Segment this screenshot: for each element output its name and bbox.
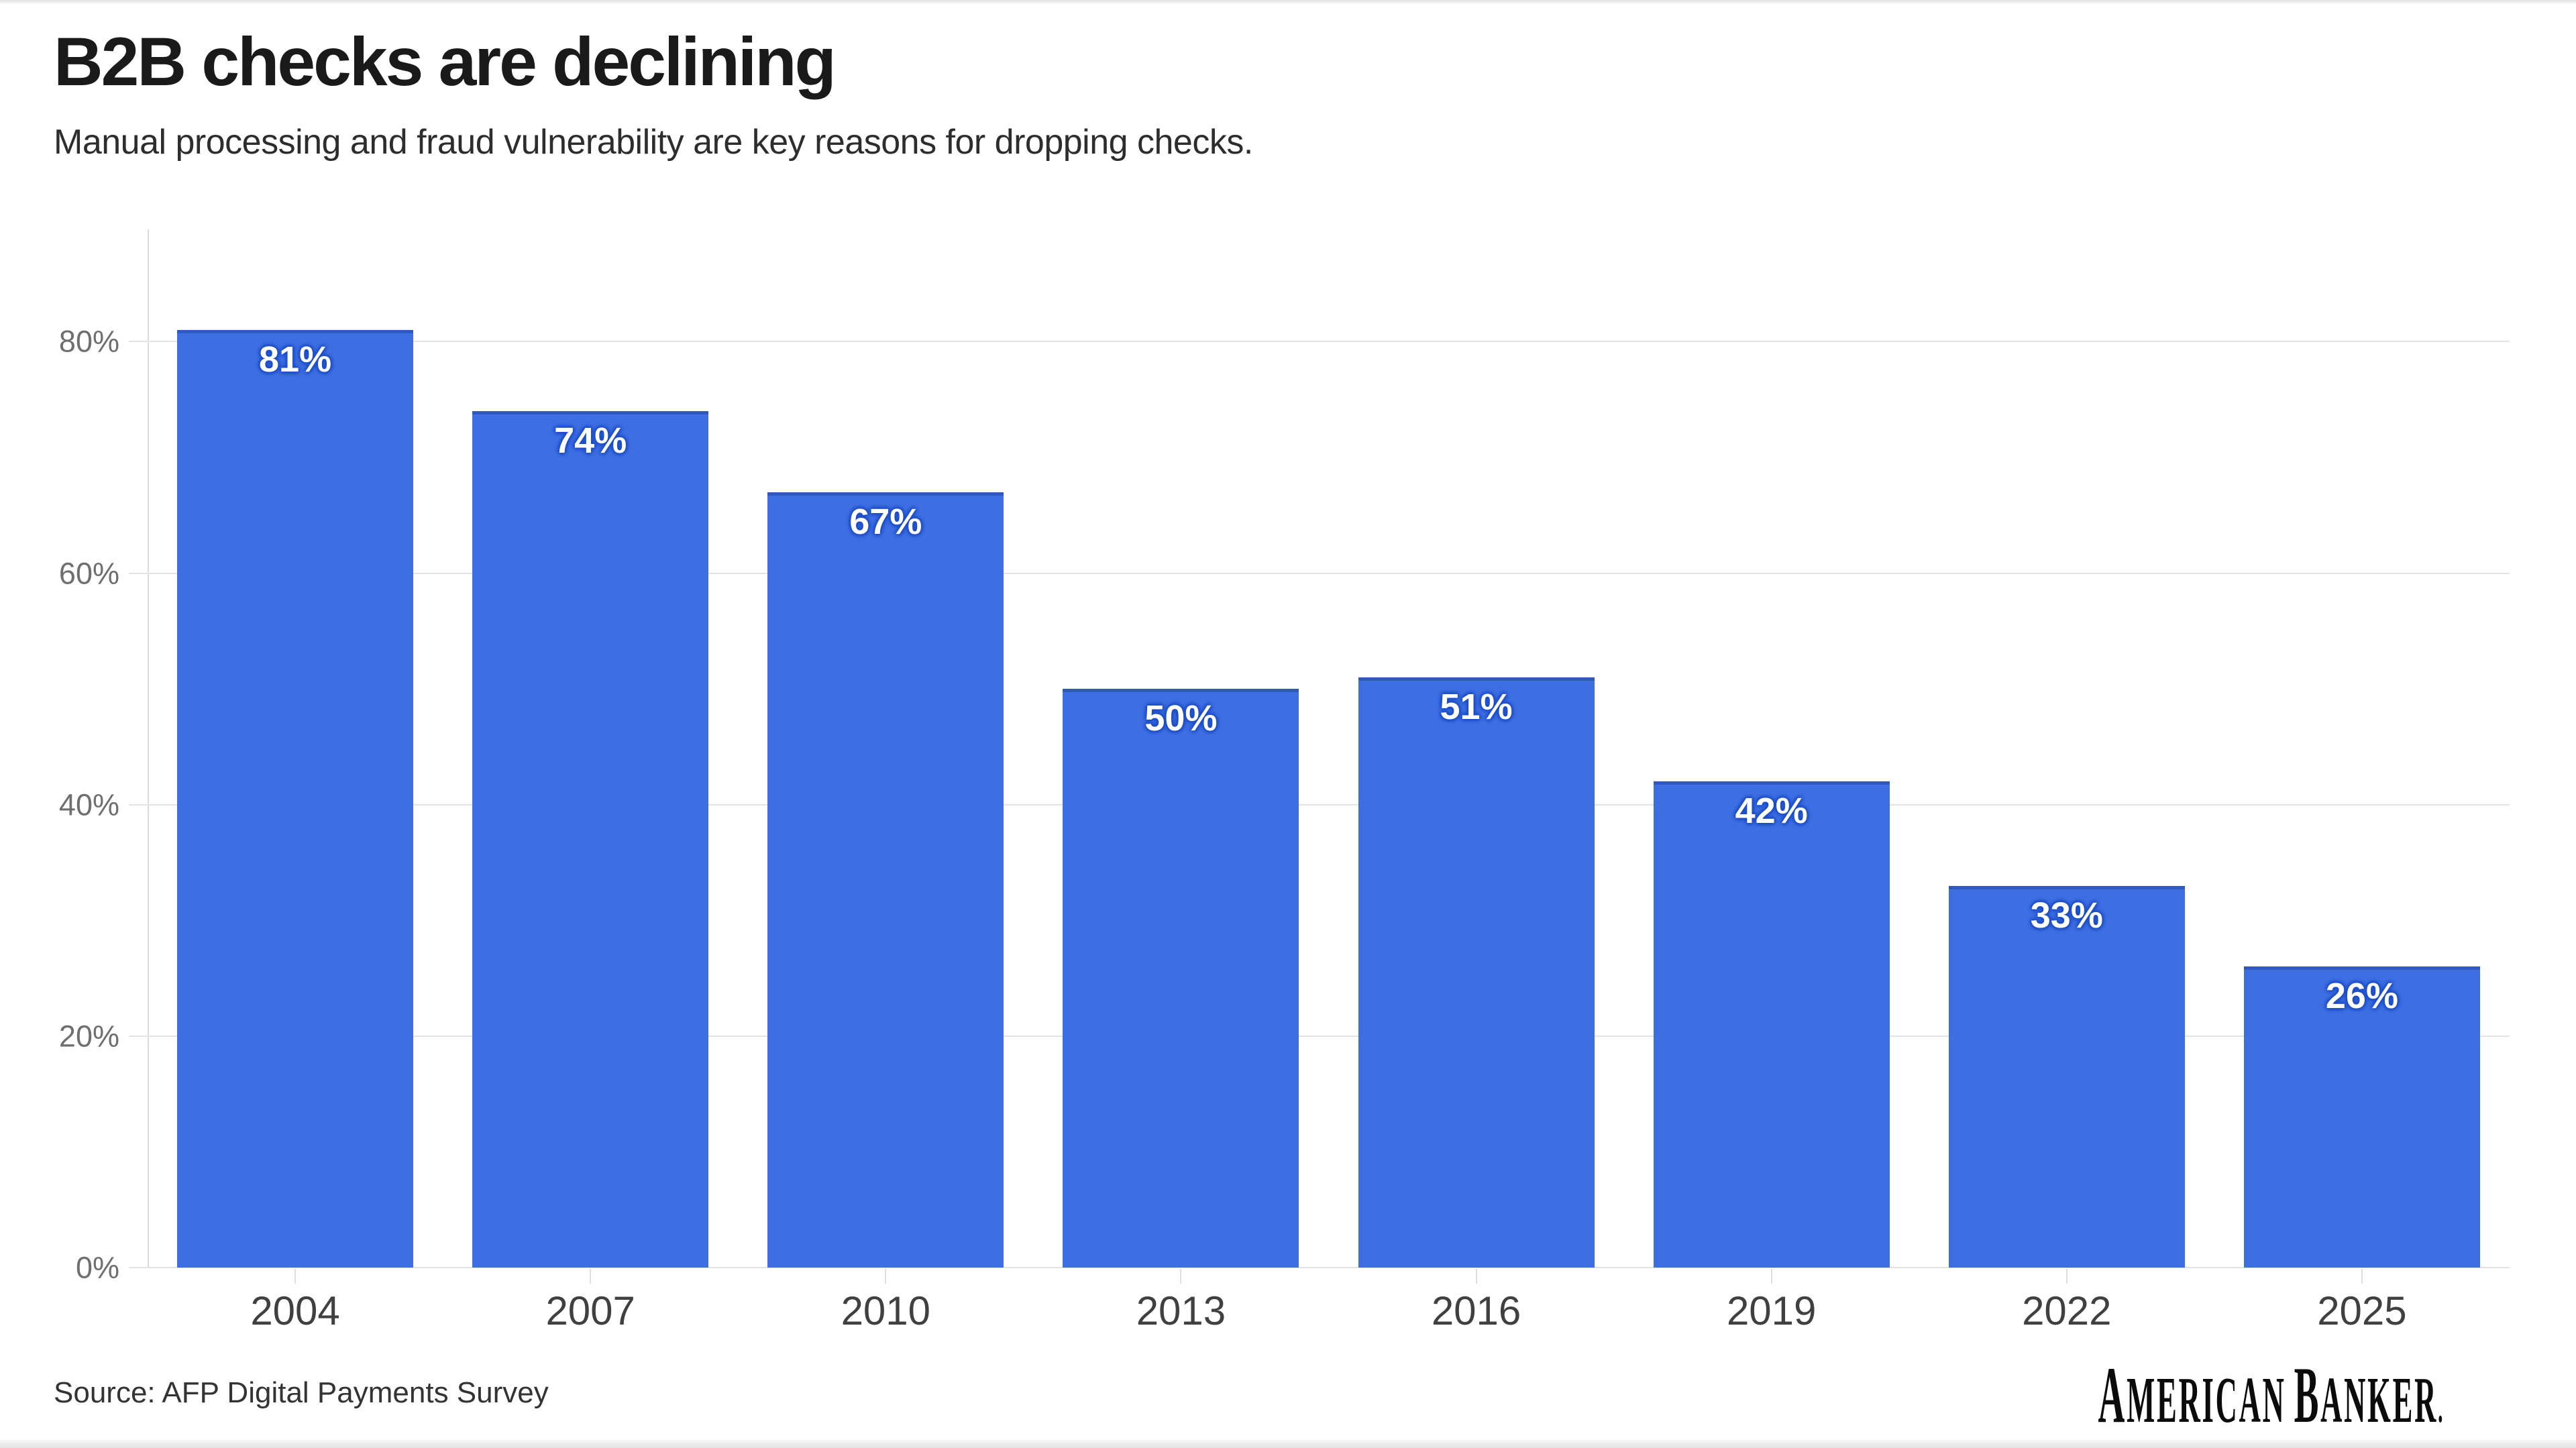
- bar-value-label: 51%: [1440, 686, 1513, 727]
- y-axis-line: [148, 229, 149, 1268]
- bar-value-label: 26%: [2325, 976, 2398, 1017]
- gridline-80%: [129, 341, 2510, 343]
- y-tick-label: 20%: [58, 1019, 119, 1054]
- bar-slot-2004: 81%: [148, 229, 443, 1284]
- bar-slot-2007: 74%: [443, 229, 738, 1284]
- x-tick-label: 2019: [1726, 1288, 1817, 1333]
- gridline-40%: [129, 803, 2510, 805]
- x-tick-label: 2013: [1136, 1288, 1226, 1333]
- logo-word1-initial: A: [2098, 1350, 2127, 1439]
- bar-2025: 26%: [2243, 966, 2480, 1268]
- logo-word1-rest: MERICAN: [2126, 1364, 2286, 1436]
- bar-slot-2013: 50%: [1033, 229, 1328, 1284]
- bar-value-label: 81%: [259, 339, 332, 380]
- top-border: [0, 0, 2576, 4]
- x-tick-label: 2007: [545, 1288, 635, 1333]
- x-axis-tick: [2065, 1269, 2068, 1284]
- bar-2019: 42%: [1653, 781, 1890, 1268]
- bottom-border: [0, 1440, 2576, 1448]
- bar-slot-2019: 42%: [1624, 229, 1919, 1284]
- source-note: Source: AFP Digital Payments Survey: [54, 1376, 549, 1409]
- gridline-60%: [129, 572, 2510, 574]
- bar-value-label: 42%: [1735, 791, 1808, 832]
- x-axis-tick: [294, 1269, 297, 1284]
- bar-2010: 67%: [767, 492, 1004, 1268]
- bar-slot-2022: 33%: [1919, 229, 2214, 1284]
- logo-word2-initial: B: [2294, 1350, 2320, 1439]
- chart-subtitle: Manual processing and fraud vulnerabilit…: [54, 123, 1253, 162]
- bar-slot-2016: 51%: [1329, 229, 1624, 1284]
- x-axis-labels: 2004 2007 2010 2013 2016 2019 2022 2025: [148, 1288, 2510, 1334]
- bar-2022: 33%: [1948, 885, 2185, 1268]
- y-tick-label: 0%: [75, 1250, 119, 1285]
- bar-2004: 81%: [177, 330, 414, 1268]
- bar-value-label: 50%: [1144, 698, 1218, 739]
- x-tick-label: 2004: [250, 1288, 340, 1333]
- bar-2016: 51%: [1358, 677, 1595, 1268]
- x-tick-label: 2022: [2022, 1288, 2112, 1333]
- bars-row: 81% 74% 67% 50% 51% 42% 33% 26%: [148, 229, 2510, 1284]
- bar-slot-2025: 26%: [2214, 229, 2510, 1284]
- bar-value-label: 74%: [554, 420, 627, 461]
- plot-area: 0% 20% 40% 60% 80% 81% 74% 67% 50% 51% 42% 33% 26% …: [59, 229, 2510, 1333]
- logo-word2-rest: ANKER: [2320, 1364, 2438, 1436]
- x-axis-tick: [590, 1269, 592, 1284]
- x-tick-label: 2010: [841, 1288, 931, 1333]
- x-axis-tick: [1475, 1269, 1477, 1284]
- x-axis-tick: [885, 1269, 887, 1284]
- bar-2013: 50%: [1063, 689, 1299, 1268]
- gridline-0%: [129, 1267, 2510, 1268]
- x-axis-tick: [1180, 1269, 1182, 1284]
- x-axis-tick: [2361, 1269, 2363, 1284]
- y-tick-label: 60%: [58, 556, 119, 591]
- y-tick-label: 40%: [58, 787, 119, 822]
- bar-value-label: 67%: [849, 501, 922, 542]
- gridline-20%: [129, 1035, 2510, 1037]
- x-axis-tick: [1770, 1269, 1772, 1284]
- bar-value-label: 33%: [2030, 895, 2103, 936]
- american-banker-logo: AMERICANBANKER.: [2098, 1355, 2445, 1435]
- logo-period: .: [2437, 1384, 2445, 1431]
- chart-title: B2B checks are declining: [54, 23, 837, 100]
- bar-slot-2010: 67%: [738, 229, 1033, 1284]
- bar-2007: 74%: [472, 410, 709, 1268]
- x-tick-label: 2025: [2317, 1288, 2407, 1333]
- y-tick-label: 80%: [58, 324, 119, 359]
- x-tick-label: 2016: [1431, 1288, 1521, 1333]
